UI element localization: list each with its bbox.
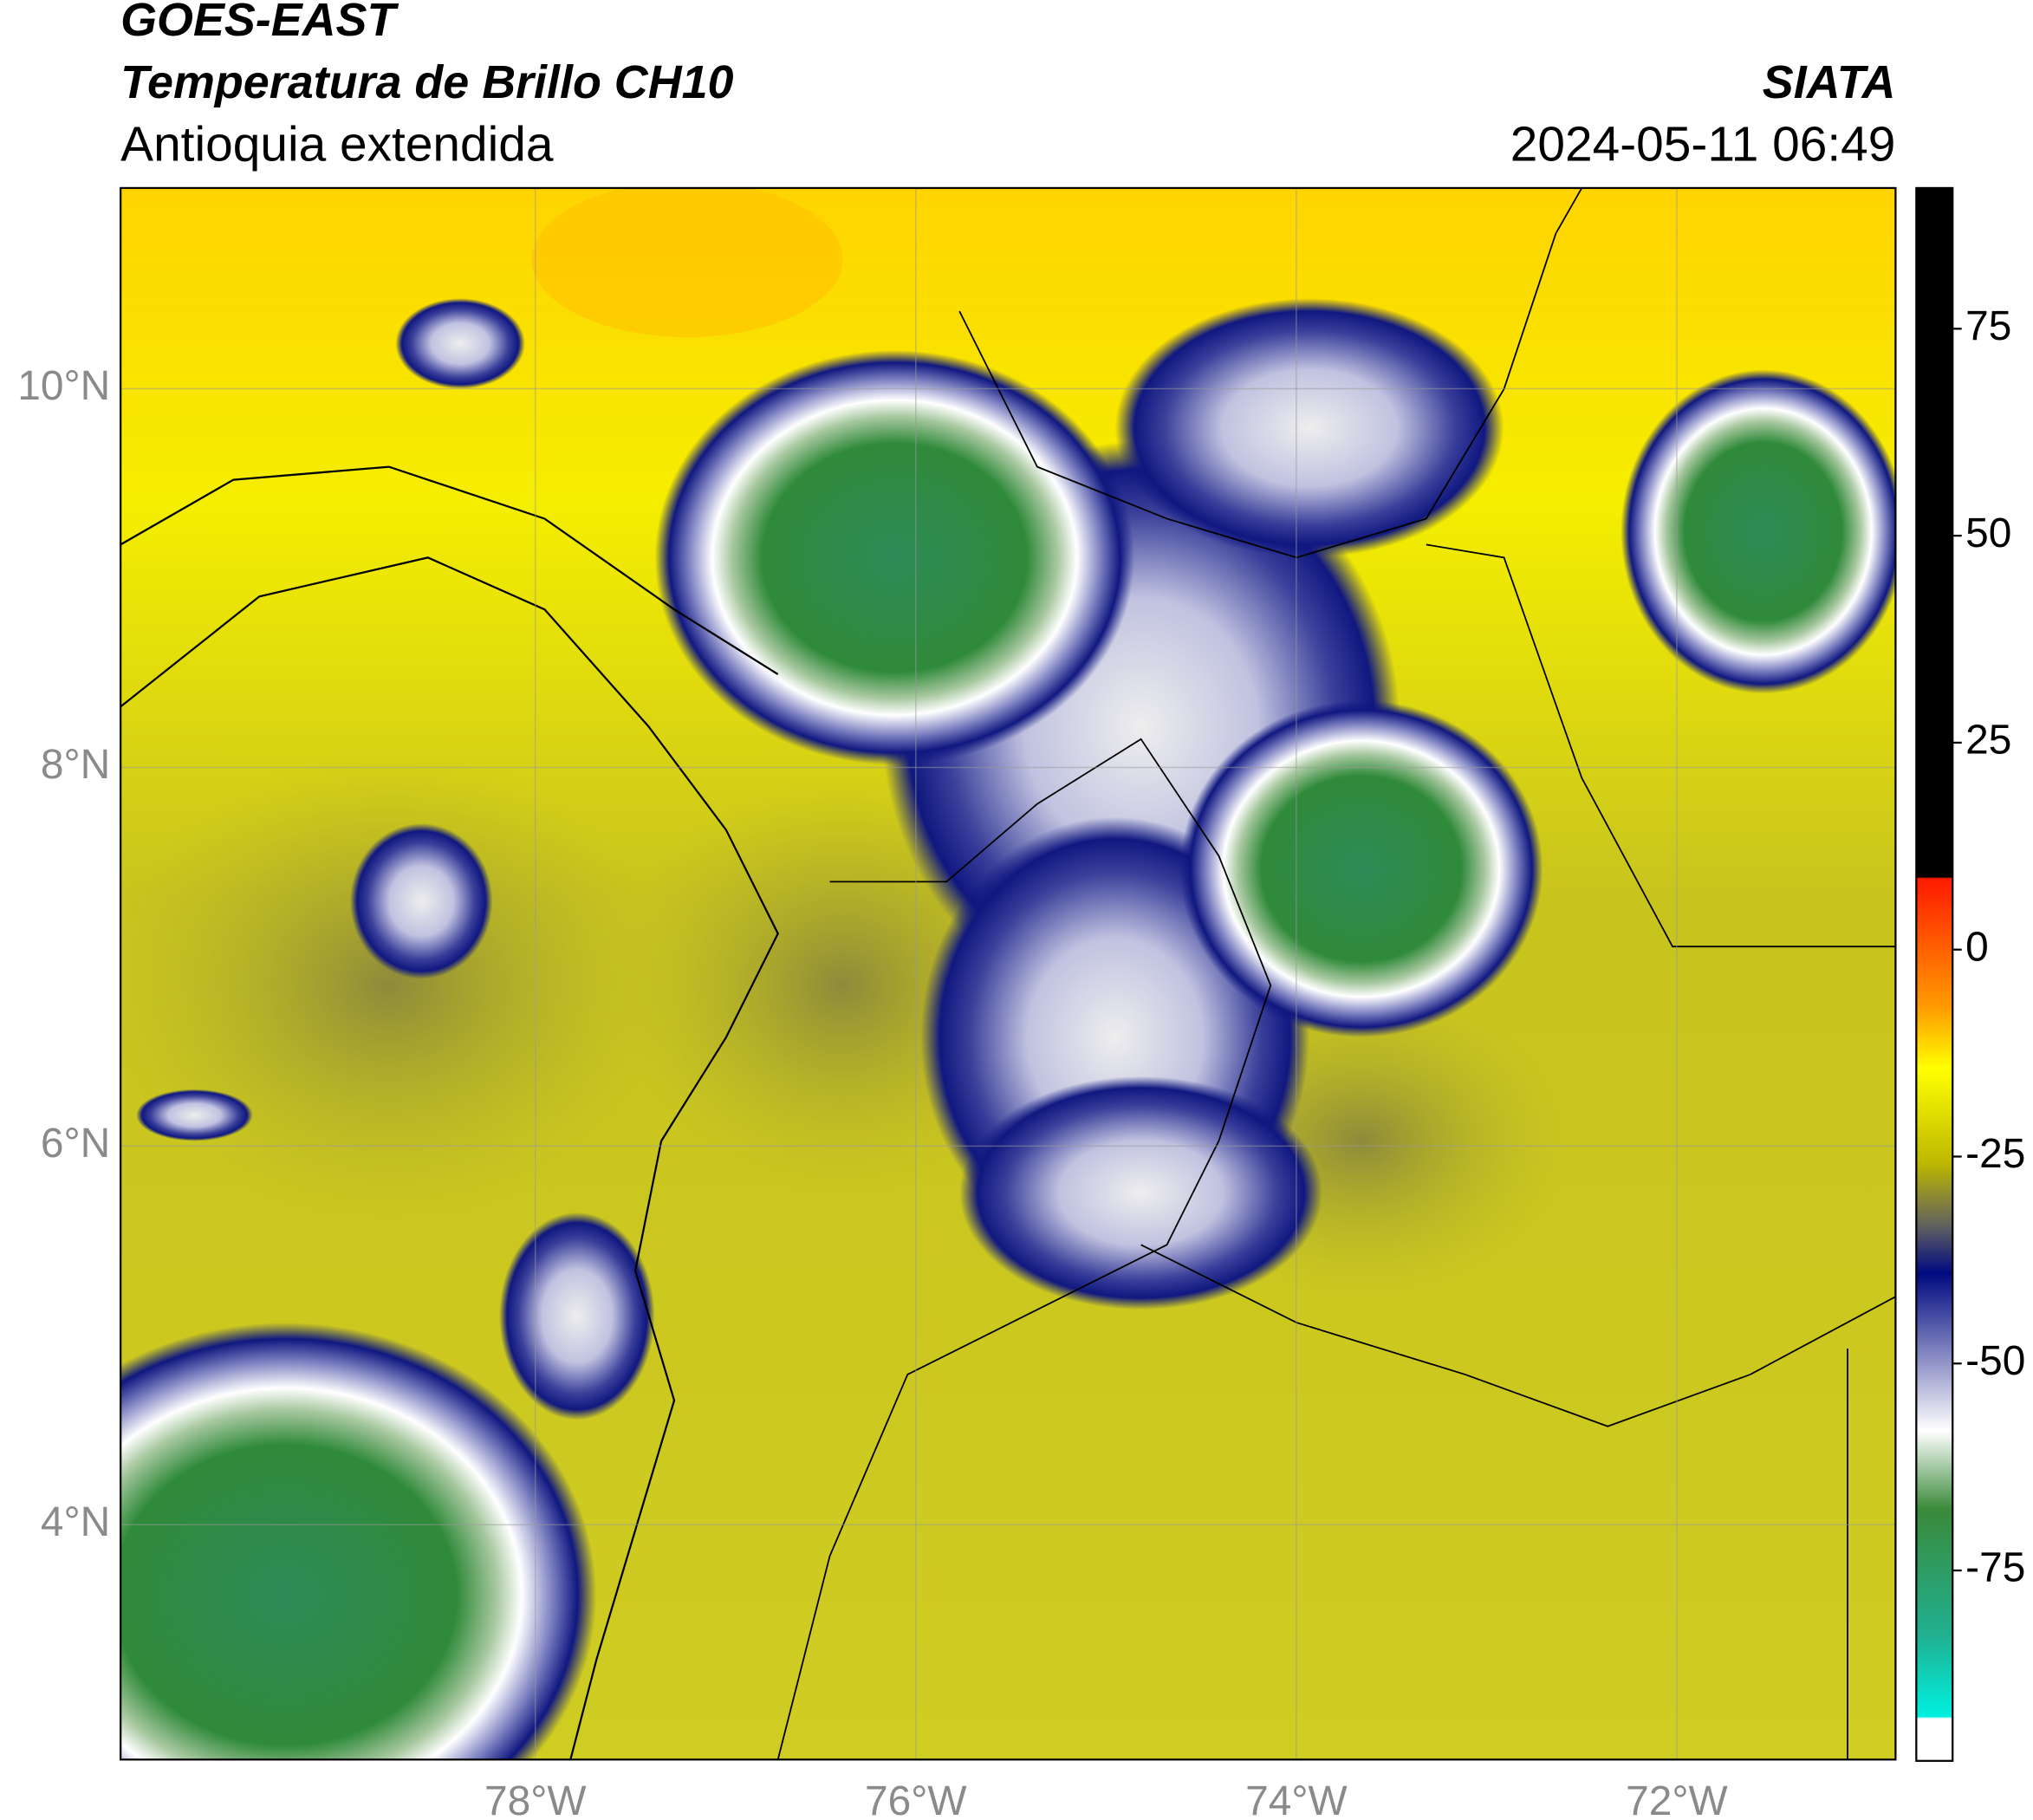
lat-tick-label: 8°N (41, 742, 110, 788)
colorbar-tick-label: -50 (1965, 1338, 2025, 1384)
cloud (136, 1089, 253, 1141)
lon-tick-label: 78°W (484, 1778, 587, 1820)
border (776, 738, 1272, 1760)
patch (120, 751, 674, 1219)
cloud (1114, 298, 1504, 558)
timestamp: 2024-05-11 06:49 (1510, 118, 1896, 172)
axes: 4°N 6°N 8°N 10°N 78°W 76°W 74°W 72°W 75 50 25 0 -25 -… (17, 303, 2025, 1820)
cloud (395, 298, 525, 389)
cloud (349, 823, 493, 979)
lat-tick-label: 10°N (17, 363, 110, 409)
storm (654, 349, 1135, 765)
lon-tick-label: 74°W (1245, 1778, 1348, 1820)
satellite-image (120, 187, 1896, 1760)
coastline (120, 556, 779, 1760)
cloud (499, 1212, 655, 1420)
colorbar-tick-label: 50 (1965, 510, 2011, 556)
colorbar (1915, 186, 1954, 1762)
title-line2: Temperatura de Brillo CH10 (120, 56, 733, 108)
coastline (120, 465, 779, 675)
lon-tick-label: 76°W (865, 1778, 967, 1820)
lon-tick-label: 72°W (1626, 1778, 1728, 1820)
map-frame (120, 186, 1897, 1761)
colorbar-tick-label: 75 (1965, 303, 2011, 349)
storm (120, 1323, 597, 1760)
graticule (120, 187, 1896, 1760)
storm (1621, 369, 1896, 694)
warm-patch (531, 187, 843, 337)
cloud (959, 1076, 1323, 1310)
colorbar-tick-label: 25 (1965, 718, 2011, 764)
colorbar-tick-label: -25 (1965, 1131, 2025, 1177)
region: Antioquia extendida (120, 118, 554, 172)
border (1140, 1244, 1896, 1427)
source: SIATA (1763, 56, 1896, 108)
lat-tick-label: 4°N (41, 1499, 110, 1545)
storm (1179, 699, 1543, 1037)
colorbar-tick-label: -75 (1965, 1545, 2025, 1591)
colorbar-tick-label: 0 (1965, 924, 1989, 970)
border (1426, 543, 1896, 948)
title-line1: GOES-EAST (120, 0, 399, 46)
lat-tick-label: 6°N (41, 1121, 110, 1167)
